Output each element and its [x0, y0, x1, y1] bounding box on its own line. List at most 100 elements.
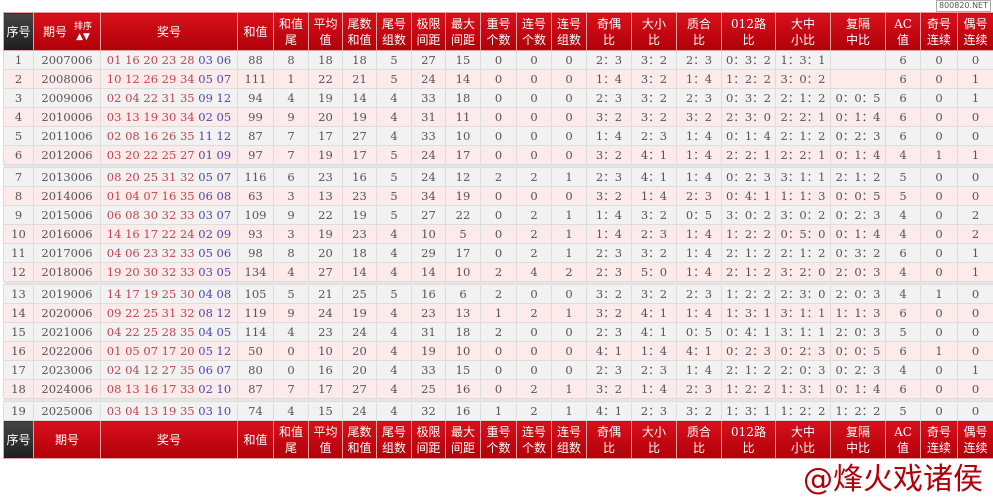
row-stat: 0：0：5	[830, 88, 886, 108]
row-stat: 15	[445, 360, 481, 380]
row-stat: 0	[551, 69, 587, 89]
row-stat: 0	[957, 186, 993, 206]
row-stat: 2：0：3	[830, 262, 886, 282]
row-seq: 11	[3, 243, 34, 263]
row-issue: 2020006	[33, 303, 101, 323]
column-label: 重号个数	[486, 424, 511, 455]
row-stat: 2	[516, 224, 552, 244]
front-numbers: 04 22 25 28 35	[106, 324, 195, 339]
row-stat: 21	[342, 69, 377, 89]
row-stat: 1：4	[631, 186, 677, 206]
row-stat: 7	[273, 145, 309, 165]
row-stat: 1	[480, 303, 517, 323]
lottery-stats-table: 序号 期号 排序 ▲▼ 奖号 和值 和值尾 平均值 尾数和值 尾号组数 极限间距 最大间距 重号个…	[3, 12, 993, 459]
back-numbers: 06 07	[198, 362, 232, 377]
site-badge: 800820.NET	[935, 0, 991, 12]
front-numbers: 08 13 16 17 33	[106, 381, 195, 396]
row-seq: 18	[3, 379, 34, 399]
row-stat: 3：2：0	[775, 262, 831, 282]
front-numbers: 01 16 20 23 28	[106, 52, 195, 67]
row-stat: 1：4	[586, 126, 632, 146]
table-row: 17 2023006 02 04 12 27 35 06 07 80 0 16 20 4 33 1…	[3, 360, 993, 380]
back-numbers: 02 09	[198, 226, 232, 241]
table-row: 8 2014006 01 04 07 16 35 06 08 63 3 13 23 5 34 19…	[3, 186, 993, 206]
table-row: 11 2017006 04 06 23 32 33 05 06 98 8 20 18 4 29 1…	[3, 243, 993, 263]
row-stat: 33	[411, 88, 446, 108]
footer-col: 大小比	[631, 420, 677, 459]
header-col: 最大间距	[445, 12, 481, 51]
row-stat: 10	[445, 126, 481, 146]
footer-col: 尾数和值	[342, 420, 377, 459]
column-label: 和值	[243, 432, 268, 447]
row-stat: 3：1：1	[775, 322, 831, 342]
row-stat: 24	[411, 145, 446, 165]
row-stat: 3：0：2	[775, 69, 831, 89]
column-label: 012路比	[731, 424, 766, 455]
row-stat: 1：1：3	[830, 303, 886, 323]
column-label: 质合比	[686, 16, 711, 47]
row-stat: 7	[273, 126, 309, 146]
row-stat: 1	[273, 69, 309, 89]
row-stat: 0	[480, 205, 517, 225]
header-col: 极限间距	[411, 12, 446, 51]
footer-col: 尾号组数	[376, 420, 412, 459]
header-issue[interactable]: 期号 排序 ▲▼	[33, 12, 101, 51]
prize-numbers: 02 08 16 26 35 11 12	[100, 126, 238, 146]
row-stat: 0	[957, 284, 993, 304]
row-stat: 6	[885, 379, 921, 399]
header-col: 复隔中比	[830, 12, 886, 51]
row-stat: 0	[480, 126, 517, 146]
row-stat: 4	[273, 88, 309, 108]
row-stat: 2：1：2	[721, 360, 776, 380]
row-stat: 5	[885, 401, 921, 421]
column-label: 复隔中比	[845, 424, 870, 455]
row-stat: 2：2：1	[775, 145, 831, 165]
row-stat: 24	[342, 401, 377, 421]
row-stat: 1：1：3	[775, 186, 831, 206]
row-stat: 4	[376, 401, 412, 421]
row-stat: 27	[411, 205, 446, 225]
row-stat: 4	[516, 262, 552, 282]
row-stat: 94	[237, 88, 274, 108]
footer-col: 重号个数	[480, 420, 517, 459]
row-stat: 1	[920, 284, 958, 304]
row-stat: 1	[920, 341, 958, 361]
row-stat: 0	[516, 107, 552, 127]
row-stat: 15	[445, 50, 481, 70]
row-stat: 2：3	[631, 126, 677, 146]
row-stat: 1	[957, 243, 993, 263]
column-label: 尾号组数	[381, 424, 406, 455]
row-stat: 3：2	[631, 243, 677, 263]
row-stat: 0：2：3	[830, 205, 886, 225]
prize-numbers: 04 06 23 32 33 05 06	[100, 243, 238, 263]
row-stat: 2：3	[631, 401, 677, 421]
row-stat: 2：3	[586, 167, 632, 187]
row-stat: 23	[342, 186, 377, 206]
row-stat: 15	[308, 401, 343, 421]
footer-col: 和值	[237, 420, 274, 459]
row-stat: 2	[516, 379, 552, 399]
row-stat: 3：2	[676, 107, 722, 127]
row-stat: 4	[376, 224, 412, 244]
row-stat: 1：4	[676, 69, 722, 89]
row-stat: 4	[376, 322, 412, 342]
row-stat: 1：4	[676, 167, 722, 187]
back-numbers: 03 06	[198, 52, 232, 67]
back-numbers: 06 08	[198, 188, 232, 203]
watermark: @烽火戏诸侯	[803, 462, 983, 497]
column-label: 尾数和值	[347, 16, 372, 47]
row-stat: 1：4	[676, 243, 722, 263]
prize-numbers: 03 04 13 19 35 03 10	[100, 401, 238, 421]
sort-button[interactable]: 排序 ▲▼	[74, 22, 92, 42]
row-stat: 2：3	[631, 360, 677, 380]
row-stat: 1：4	[676, 303, 722, 323]
row-stat: 80	[237, 360, 274, 380]
row-stat: 27	[342, 379, 377, 399]
front-numbers: 14 16 17 22 24	[106, 226, 195, 241]
back-numbers: 02 10	[198, 381, 232, 396]
row-issue: 2016006	[33, 224, 101, 244]
row-stat: 0	[516, 88, 552, 108]
row-stat: 3：2	[631, 50, 677, 70]
row-stat: 0	[480, 88, 517, 108]
table-row: 18 2024006 08 13 16 17 33 02 10 87 7 17 27 4 25 1…	[3, 379, 993, 399]
